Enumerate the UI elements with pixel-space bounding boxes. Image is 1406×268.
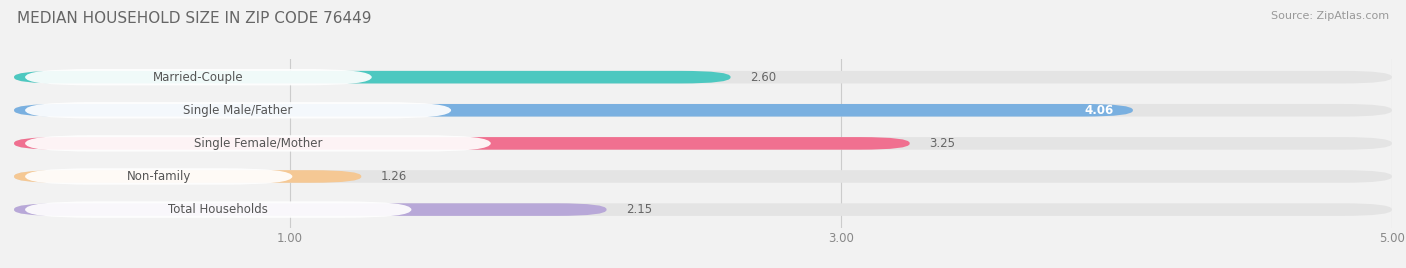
FancyBboxPatch shape: [14, 71, 1392, 83]
FancyBboxPatch shape: [14, 137, 1392, 150]
FancyBboxPatch shape: [14, 104, 1392, 117]
Text: Single Male/Father: Single Male/Father: [183, 104, 292, 117]
Text: 4.06: 4.06: [1084, 104, 1114, 117]
FancyBboxPatch shape: [14, 170, 1392, 183]
FancyBboxPatch shape: [14, 137, 910, 150]
Text: Married-Couple: Married-Couple: [153, 71, 243, 84]
Text: Single Female/Mother: Single Female/Mother: [194, 137, 322, 150]
Text: 2.15: 2.15: [626, 203, 652, 216]
FancyBboxPatch shape: [25, 135, 491, 152]
FancyBboxPatch shape: [25, 69, 371, 85]
FancyBboxPatch shape: [25, 202, 412, 218]
FancyBboxPatch shape: [14, 71, 731, 83]
Text: 3.25: 3.25: [929, 137, 955, 150]
Text: MEDIAN HOUSEHOLD SIZE IN ZIP CODE 76449: MEDIAN HOUSEHOLD SIZE IN ZIP CODE 76449: [17, 11, 371, 26]
FancyBboxPatch shape: [14, 170, 361, 183]
Text: Source: ZipAtlas.com: Source: ZipAtlas.com: [1271, 11, 1389, 21]
Text: 2.60: 2.60: [749, 71, 776, 84]
Text: Total Households: Total Households: [169, 203, 269, 216]
FancyBboxPatch shape: [14, 203, 1392, 216]
FancyBboxPatch shape: [14, 104, 1133, 117]
FancyBboxPatch shape: [25, 102, 451, 118]
Text: 1.26: 1.26: [381, 170, 406, 183]
FancyBboxPatch shape: [14, 203, 606, 216]
FancyBboxPatch shape: [25, 168, 292, 185]
Text: Non-family: Non-family: [127, 170, 191, 183]
